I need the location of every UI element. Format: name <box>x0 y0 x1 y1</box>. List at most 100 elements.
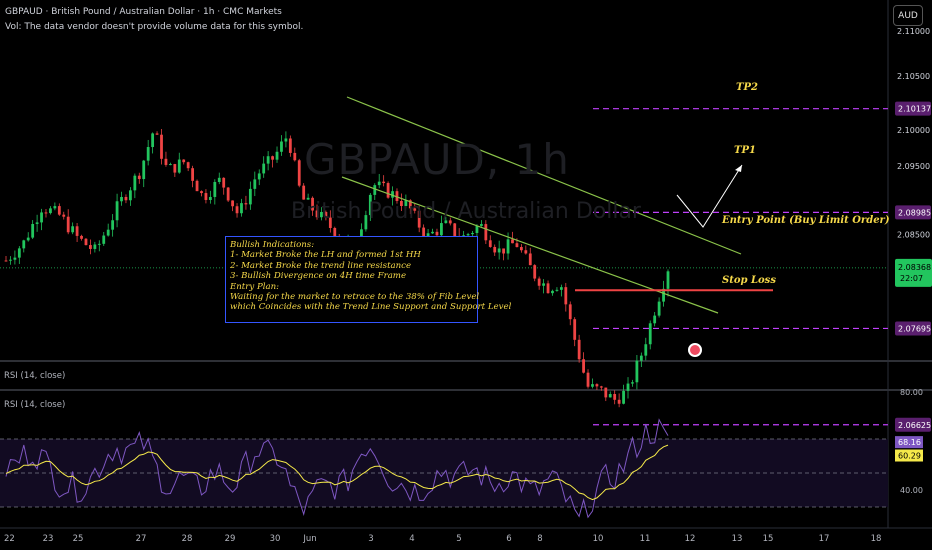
candle-body <box>195 180 199 192</box>
currency-button[interactable]: AUD <box>893 5 923 26</box>
candle-body <box>577 339 581 360</box>
candle-body <box>542 283 545 286</box>
candle-body <box>551 290 554 294</box>
candle-body <box>71 226 75 233</box>
rsi-ma-line <box>5 444 669 501</box>
note-line: which Coincides with the Trend Line Supp… <box>230 302 512 313</box>
candle-body <box>324 211 328 218</box>
time-tick-label: 5 <box>456 534 461 544</box>
candle-body <box>448 220 452 224</box>
price-tick-label: 2.09500 <box>897 162 930 171</box>
level-price-value-tp1: 2.08985 <box>898 208 931 217</box>
candle-body <box>115 201 119 221</box>
candle-body <box>626 383 630 391</box>
time-tick-label: 3 <box>368 534 373 544</box>
time-tick-label: 17 <box>819 534 830 544</box>
candle-body <box>297 160 301 186</box>
time-tick-label: 4 <box>409 534 414 544</box>
candle-body <box>208 196 212 200</box>
price-tick-label: 2.10500 <box>897 72 930 81</box>
note-line: 2- Market Broke the trend line resistanc… <box>230 260 412 271</box>
alert-icon[interactable] <box>688 343 702 357</box>
level-price-tag-tp2 <box>895 101 931 116</box>
candle-body <box>440 223 443 236</box>
candle-body <box>129 190 132 201</box>
candlestick-series <box>4 128 670 408</box>
stop-loss-label: Stop Loss <box>722 275 776 286</box>
projection-arrowhead <box>735 165 742 172</box>
level-price-value-entry: 2.07695 <box>898 324 931 333</box>
candle-body <box>17 248 21 258</box>
time-tick-label: 11 <box>640 534 651 544</box>
candle-body <box>373 185 377 195</box>
candle-body <box>595 384 599 387</box>
rsi-pane-label[interactable]: RSI (14, close) <box>4 371 66 381</box>
candle-body <box>177 159 181 173</box>
symbol-title[interactable]: GBPAUD · British Pound / Australian Doll… <box>5 7 282 17</box>
candle-body <box>422 227 426 239</box>
candle-body <box>466 234 470 236</box>
candle-body <box>146 147 150 161</box>
candle-body <box>280 141 283 152</box>
candle-body <box>559 287 563 290</box>
price-tick-label: 2.11000 <box>897 27 930 36</box>
candle-body <box>533 265 537 279</box>
rsi-value: 68.16 <box>898 438 921 447</box>
candle-body <box>137 175 141 180</box>
candle-body <box>320 211 323 218</box>
candle-body <box>155 133 159 135</box>
analysis-note-box[interactable]: Bullish Indications: 1- Market Broke the… <box>225 236 512 323</box>
candle-body <box>475 225 479 234</box>
candle-body <box>124 196 128 201</box>
candle-body <box>204 193 208 200</box>
candle-body <box>293 152 297 161</box>
candle-body <box>444 220 448 224</box>
candle-body <box>333 227 337 238</box>
candle-body <box>306 197 310 200</box>
candle-body <box>226 187 230 201</box>
candle-body <box>288 138 292 153</box>
candle-body <box>613 394 617 400</box>
note-line: 3- Bullish Divergence on 4H time Frame <box>230 271 407 282</box>
note-line: Bullish Indications: <box>230 240 315 250</box>
candle-body <box>311 197 314 211</box>
candle-body <box>244 203 248 205</box>
candle-body <box>302 185 306 200</box>
candle-body <box>168 164 172 166</box>
rsi-pane-label-2[interactable]: RSI (14, close) <box>4 400 66 410</box>
candle-body <box>248 188 252 205</box>
candle-body <box>497 248 501 253</box>
candle-body <box>644 344 648 356</box>
note-line: Entry Plan: <box>230 281 280 292</box>
entry-label: Entry Point (Buy Limit Order) <box>721 215 890 226</box>
candle-body <box>524 250 528 254</box>
candle-body <box>191 168 195 181</box>
candle-body <box>102 235 106 244</box>
rsi-line <box>5 418 669 519</box>
projection-path <box>676 164 743 228</box>
watermark-symbol: GBPAUD, 1h <box>304 135 570 184</box>
candle-body <box>617 399 621 404</box>
candle-body <box>284 138 288 142</box>
tp1-label: TP1 <box>734 145 756 156</box>
tp2-label: TP2 <box>736 82 758 93</box>
bar-countdown: 22:07 <box>900 274 923 283</box>
candle-body <box>662 288 665 302</box>
candle-body <box>631 382 634 384</box>
candle-body <box>511 239 514 244</box>
channel-upper-line <box>346 96 742 255</box>
level-price-tag-stop <box>895 417 931 432</box>
candle-body <box>377 181 381 186</box>
candle-body <box>639 355 643 361</box>
candle-body <box>4 260 8 262</box>
time-tick-label: 6 <box>506 534 511 544</box>
candle-body <box>182 159 186 163</box>
price-tick-label: 2.10000 <box>897 126 930 135</box>
candle-body <box>106 229 110 236</box>
candle-body <box>84 238 88 246</box>
candle-body <box>586 372 590 387</box>
time-tick-label: 30 <box>270 534 281 544</box>
candle-body <box>62 214 66 217</box>
candle-body <box>391 191 394 198</box>
